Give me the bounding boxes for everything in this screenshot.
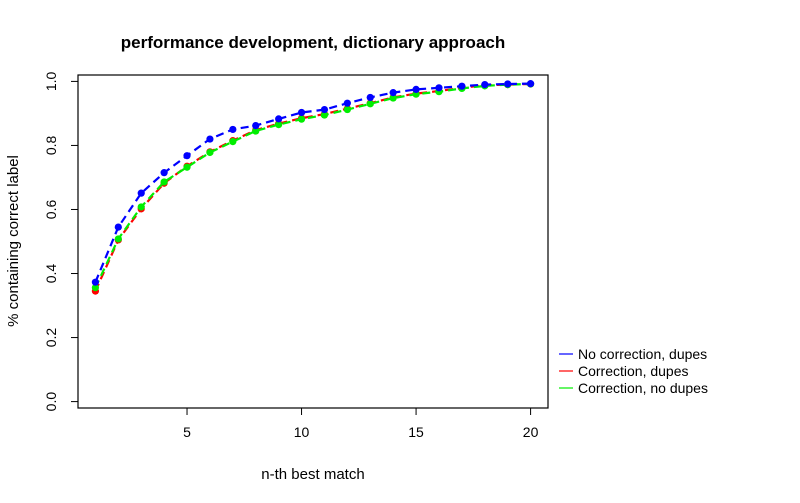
- series-line-no-correction-dupes: [94, 82, 531, 283]
- data-point-no-correction-dupes: [206, 135, 214, 143]
- data-point-no-correction-dupes: [183, 152, 191, 160]
- x-axis: 5 10 15 20: [183, 408, 539, 440]
- data-point-no-correction-dupes: [343, 99, 351, 107]
- data-point-no-correction-dupes: [114, 223, 122, 231]
- legend-label: Correction, no dupes: [578, 380, 708, 396]
- data-point-correction-no-dupes: [343, 105, 351, 114]
- data-point-no-correction-dupes: [320, 105, 329, 114]
- data-point-correction-no-dupes: [160, 178, 168, 186]
- data-point-no-correction-dupes: [91, 278, 100, 286]
- data-point-no-correction-dupes: [435, 84, 443, 92]
- data-point-correction-no-dupes: [366, 100, 374, 108]
- y-tick-label: 0.2: [43, 328, 59, 348]
- data-point-no-correction-dupes: [297, 108, 306, 117]
- data-point-no-correction-dupes: [275, 115, 283, 123]
- x-tick-label: 20: [523, 424, 539, 440]
- data-point-no-correction-dupes: [366, 93, 374, 102]
- data-point-no-correction-dupes: [458, 82, 466, 90]
- x-axis-label: n-th best match: [261, 466, 364, 483]
- x-tick-label: 5: [183, 424, 191, 440]
- y-tick-label: 0.0: [43, 392, 59, 412]
- data-point-no-correction-dupes: [160, 169, 168, 177]
- series-line-correction-no-dupes: [94, 82, 531, 289]
- x-tick-label: 15: [408, 424, 424, 440]
- data-point-correction-no-dupes: [206, 148, 214, 157]
- series-layer: [91, 80, 535, 295]
- data-point-no-correction-dupes: [137, 189, 145, 197]
- data-point-correction-no-dupes: [252, 127, 260, 135]
- data-point-correction-no-dupes: [320, 111, 329, 119]
- data-point-correction-no-dupes: [137, 203, 145, 211]
- y-tick-label: 1.0: [43, 71, 59, 91]
- y-tick-label: 0.8: [43, 136, 59, 156]
- data-point-correction-no-dupes: [229, 138, 237, 146]
- data-point-no-correction-dupes: [504, 80, 512, 88]
- data-point-correction-no-dupes: [183, 163, 191, 171]
- data-point-no-correction-dupes: [526, 80, 535, 88]
- data-point-correction-no-dupes: [114, 235, 122, 243]
- x-tick-label: 10: [294, 424, 310, 440]
- data-point-correction-no-dupes: [91, 284, 100, 292]
- data-point-correction-no-dupes: [297, 115, 306, 123]
- legend-label: No correction, dupes: [578, 346, 707, 362]
- y-axis-label: % containing correct label: [5, 155, 22, 327]
- data-point-correction-no-dupes: [275, 121, 283, 129]
- series-line-correction-dupes: [94, 82, 531, 292]
- data-point-no-correction-dupes: [389, 89, 397, 97]
- data-point-no-correction-dupes: [252, 121, 260, 130]
- data-point-no-correction-dupes: [481, 81, 489, 89]
- y-tick-label: 0.4: [43, 264, 59, 284]
- y-axis: 0.0 0.2 0.4 0.6 0.8 1.0: [43, 71, 78, 411]
- data-point-no-correction-dupes: [412, 85, 420, 94]
- plot-frame: [77, 74, 549, 409]
- legend-label: Correction, dupes: [578, 363, 689, 379]
- data-point-no-correction-dupes: [229, 125, 237, 134]
- y-tick-label: 0.6: [43, 200, 59, 220]
- data-point-correction-no-dupes: [389, 94, 397, 102]
- chart-title: performance development, dictionary appr…: [121, 33, 505, 52]
